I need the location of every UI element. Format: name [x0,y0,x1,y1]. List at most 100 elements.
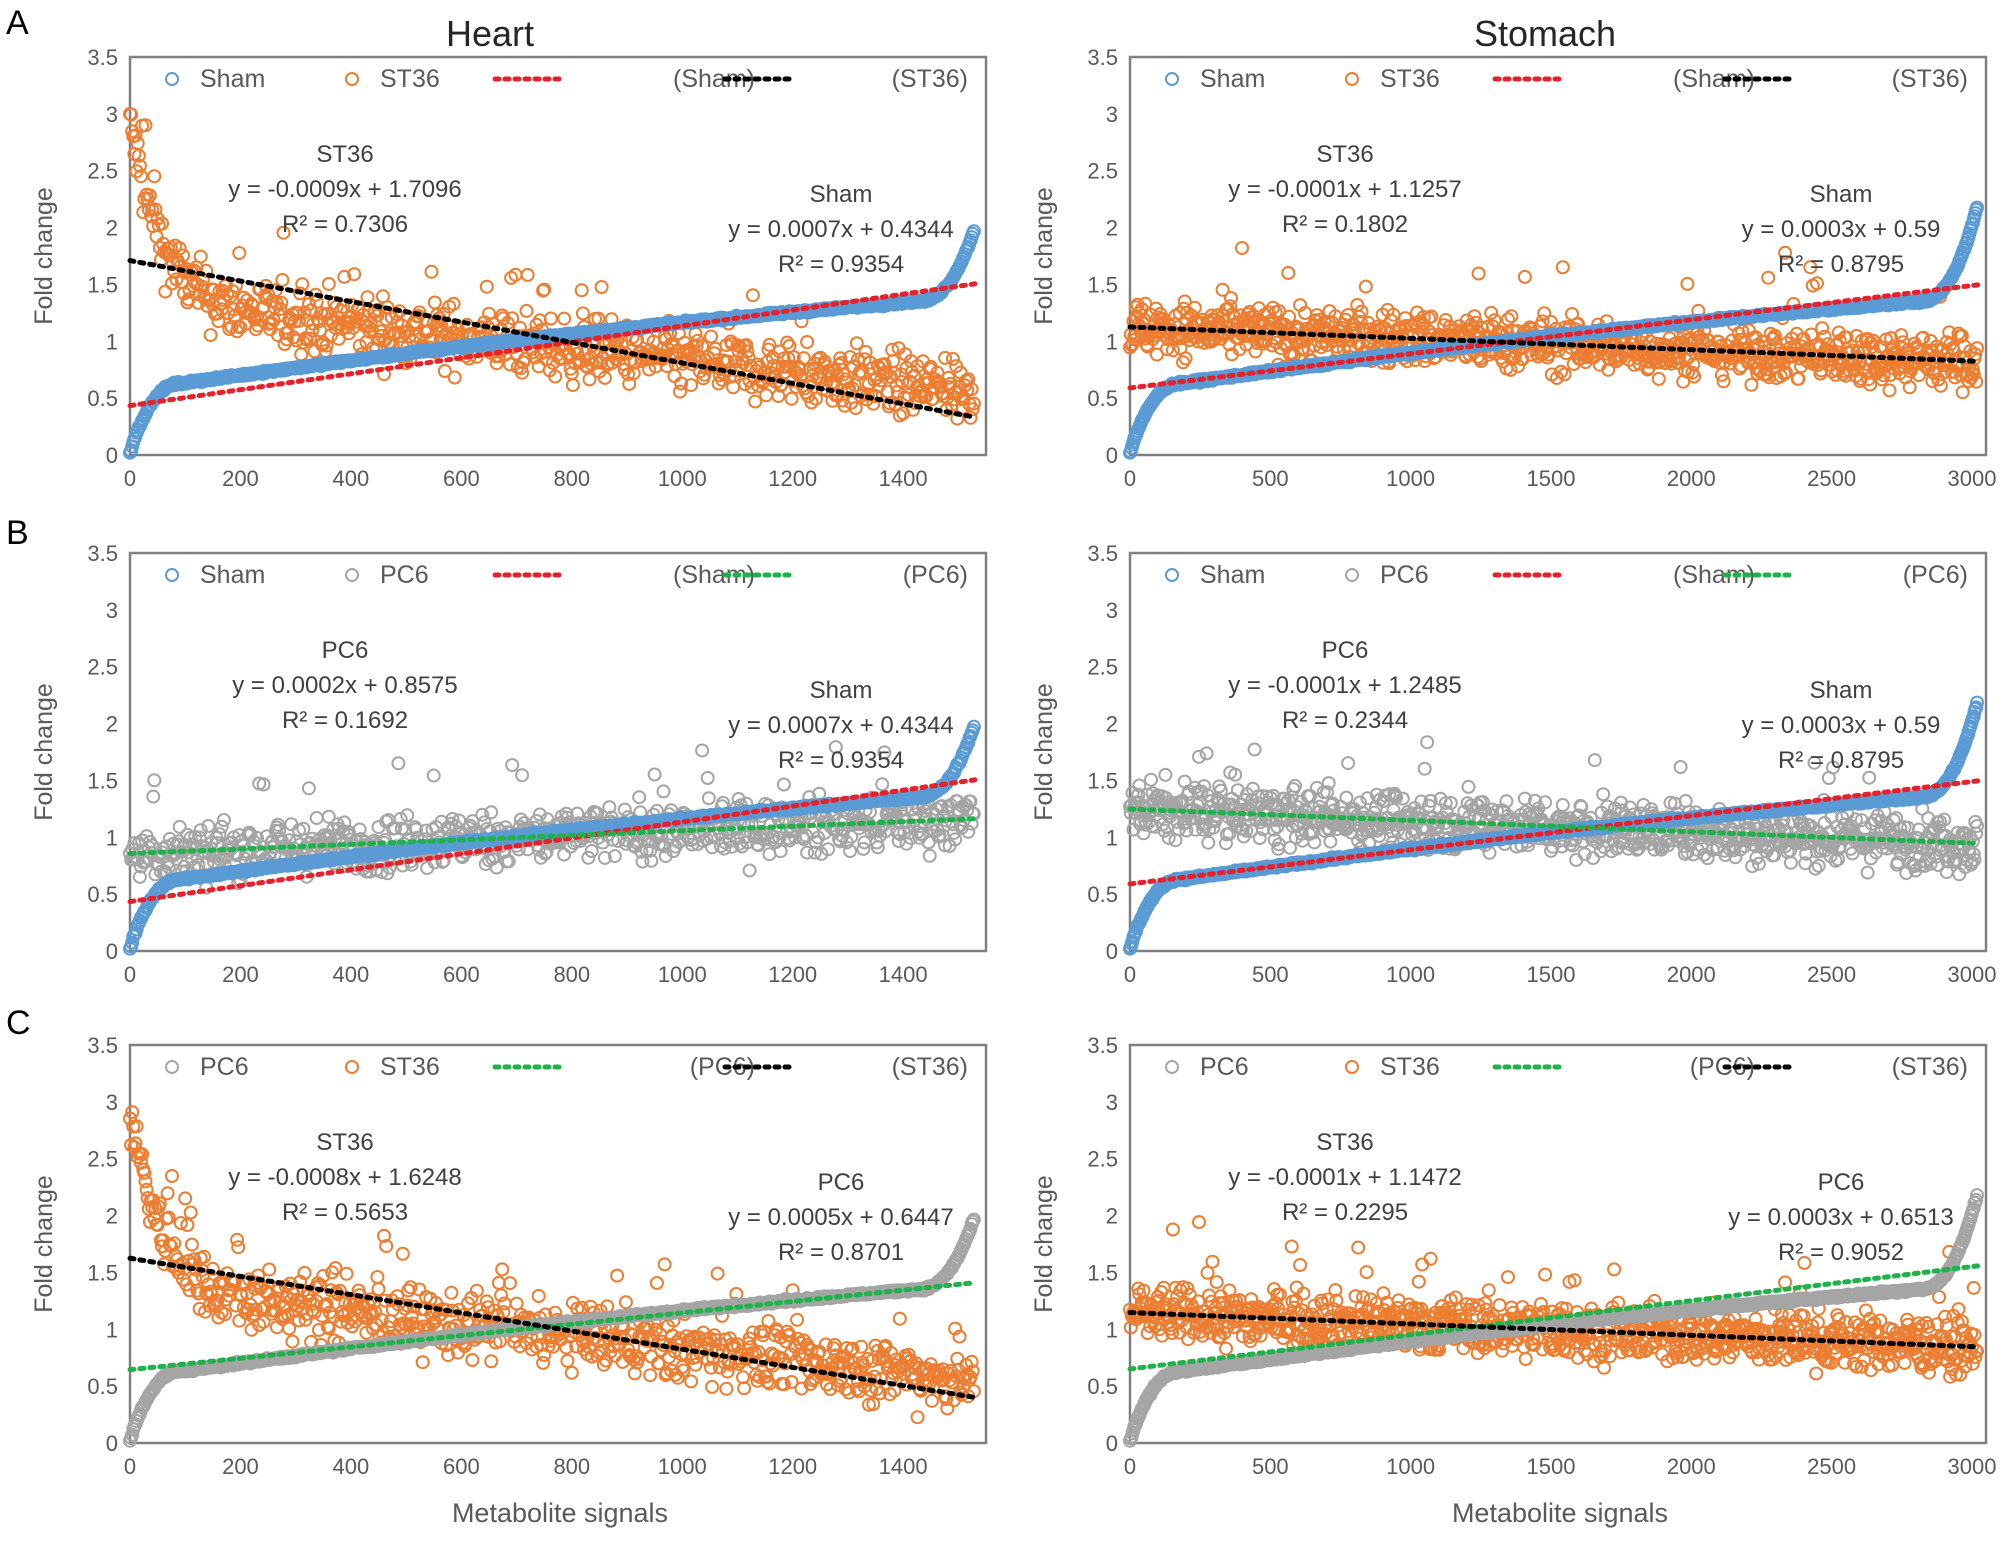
x-tick-label: 2500 [1807,466,1856,491]
row-label-c: C [6,1004,31,1042]
x-tick-label: 600 [443,962,480,987]
data-point [596,281,608,293]
x-tick-label: 1000 [1386,466,1435,491]
data-point [147,791,159,803]
y-tick-label: 2 [106,216,118,241]
x-tick-label: 0 [124,466,136,491]
data-point [1762,272,1774,284]
equation-annotation: y = -0.0009x + 1.7096 [228,176,462,203]
data-point [428,770,440,782]
equation-annotation: y = -0.0001x + 1.1257 [1228,176,1462,203]
data-point [522,269,534,281]
data-point [801,336,813,348]
equation-annotation: R² = 0.1802 [1282,211,1408,238]
data-point [311,812,323,824]
data-point [778,779,790,791]
xlabel-heart: Metabolite signals [452,1498,668,1528]
y-tick-label: 1 [106,825,118,850]
data-point [545,313,557,325]
equation-annotation: ST36 [316,141,373,168]
data-point [1485,307,1497,319]
data-point [1519,271,1531,283]
xlabel-stomach: Metabolite signals [1452,1498,1668,1528]
x-tick-label: 1000 [658,466,707,491]
data-point [947,353,959,365]
data-point [577,307,589,319]
y-tick-label: 3.5 [87,45,118,70]
x-tick-label: 1000 [658,962,707,987]
data-point [696,745,708,757]
equation-annotation: Sham [810,181,873,208]
data-point [576,284,588,296]
x-tick-label: 500 [1252,466,1289,491]
data-point [1282,267,1294,279]
legend-label: Sham [1200,65,1265,93]
x-tick-label: 2000 [1667,466,1716,491]
x-tick-label: 200 [222,466,259,491]
data-point [195,251,207,263]
y-tick-label: 3 [106,102,118,127]
data-point [1225,292,1237,304]
data-point [148,170,160,182]
y-tick-label: 3.5 [87,541,118,566]
data-point [1180,352,1192,364]
data-point [429,297,441,309]
y-axis-label: Fold change [30,187,58,325]
y-tick-label: 0.5 [87,882,118,907]
data-point [218,814,230,826]
y-tick-label: 2.5 [87,655,118,680]
data-point [1502,313,1514,325]
data-point [703,792,715,804]
data-point [1473,268,1485,280]
row-label-a: A [6,4,29,42]
data-point [1236,242,1248,254]
y-tick-label: 1.5 [87,768,118,793]
x-tick-label: 800 [553,466,590,491]
data-point [506,759,518,771]
data-point [669,370,681,382]
y-tick-label: 0 [106,443,118,468]
data-point [1505,364,1517,376]
equation-annotation: Sham [1810,181,1873,208]
legend-label: Sham [200,65,265,93]
x-tick-label: 0 [124,962,136,987]
equation-annotation: R² = 0.7306 [282,211,408,238]
data-point [303,782,315,794]
y-tick-label: 0 [1106,443,1118,468]
x-tick-label: 400 [333,962,370,987]
legend-label: ST36 [380,65,440,93]
y-axis-label: Fold change [1030,187,1058,325]
equation-annotation: ST36 [1316,141,1373,168]
data-point [558,849,570,861]
data-point [516,769,528,781]
data-point [323,278,335,290]
x-tick-label: 1400 [879,466,928,491]
data-point [786,393,798,405]
data-point [705,331,717,343]
y-tick-label: 1 [1106,329,1118,354]
legend-label: ST36 [1380,65,1440,93]
y-tick-label: 1 [106,329,118,354]
y-tick-label: 3.5 [1087,45,1118,70]
legend-marker [166,73,178,85]
data-point [1957,386,1969,398]
data-point [481,281,493,293]
data-point [392,757,404,769]
x-tick-label: 1200 [768,962,817,987]
legend-marker [1346,73,1358,85]
data-point [749,396,761,408]
x-tick-label: 1200 [768,466,817,491]
x-tick-label: 1400 [879,962,928,987]
data-point [521,305,533,317]
y-tick-label: 3 [1106,102,1118,127]
col-title-heart: Heart [446,13,534,54]
equation-annotation: y = 0.0007x + 0.4344 [728,216,954,243]
y-tick-label: 0.5 [1087,386,1118,411]
x-tick-label: 600 [443,466,480,491]
data-point [205,329,217,341]
